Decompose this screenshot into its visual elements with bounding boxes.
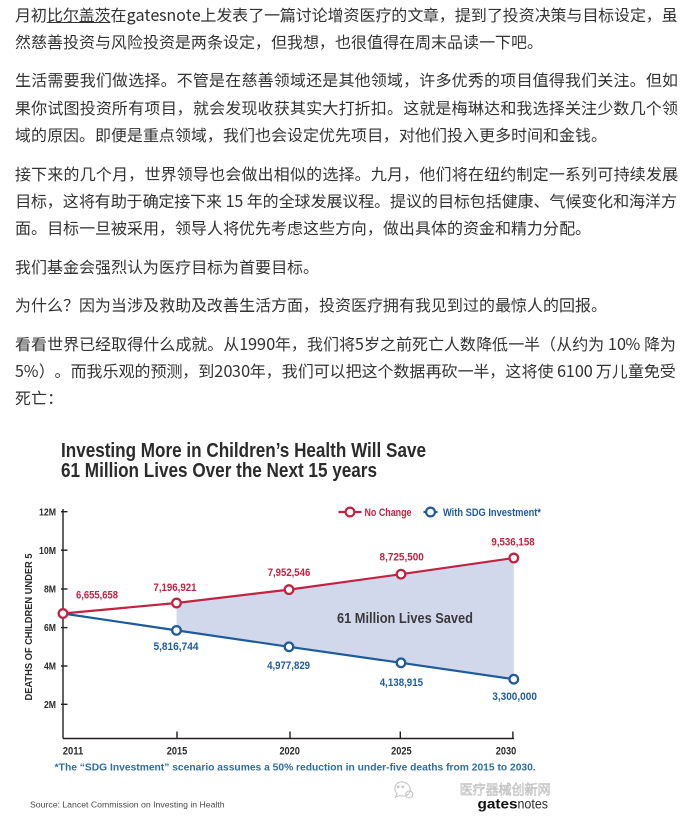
svg-text:2015: 2015 bbox=[167, 746, 188, 758]
svg-text:61 Million Lives Saved: 61 Million Lives Saved bbox=[337, 611, 473, 627]
svg-text:8M: 8M bbox=[44, 584, 56, 596]
svg-text:2020: 2020 bbox=[279, 746, 300, 758]
svg-text:2011: 2011 bbox=[63, 746, 84, 758]
svg-text:6,655,658: 6,655,658 bbox=[76, 590, 118, 602]
svg-text:4,977,829: 4,977,829 bbox=[267, 660, 310, 672]
svg-text:5,816,744: 5,816,744 bbox=[154, 641, 200, 653]
svg-text:Investing More in Children’s H: Investing More in Children’s Health Will… bbox=[61, 440, 426, 462]
svg-text:2030: 2030 bbox=[496, 746, 517, 758]
svg-text:3,300,000: 3,300,000 bbox=[492, 691, 537, 703]
svg-text:2M: 2M bbox=[44, 699, 56, 711]
svg-text:61 Million Lives Over the Next: 61 Million Lives Over the Next 15 years bbox=[61, 460, 377, 482]
svg-text:gates: gates bbox=[478, 797, 518, 813]
svg-text:8,725,500: 8,725,500 bbox=[380, 551, 424, 563]
svg-text:notes: notes bbox=[518, 797, 549, 813]
svg-text:9,536,158: 9,536,158 bbox=[491, 536, 534, 548]
svg-text:Source: Lancet Commission on I: Source: Lancet Commission on Investing i… bbox=[30, 800, 225, 810]
svg-text:2025: 2025 bbox=[391, 746, 412, 758]
svg-text:No Change: No Change bbox=[365, 507, 412, 519]
svg-text:4M: 4M bbox=[44, 661, 56, 673]
svg-text:7,196,921: 7,196,921 bbox=[154, 582, 197, 594]
svg-text:6M: 6M bbox=[44, 622, 56, 634]
svg-text:*The “SDG Investment” scenario: *The “SDG Investment” scenario assumes a… bbox=[55, 763, 536, 774]
svg-text:10M: 10M bbox=[39, 545, 56, 557]
svg-text:4,138,915: 4,138,915 bbox=[380, 677, 423, 689]
svg-text:With SDG Investment*: With SDG Investment* bbox=[443, 507, 542, 519]
svg-text:医疗器械创新网: 医疗器械创新网 bbox=[460, 780, 551, 800]
svg-text:DEATHS OF CHILDREN UNDER 5: DEATHS OF CHILDREN UNDER 5 bbox=[23, 553, 35, 700]
svg-text:7,952,546: 7,952,546 bbox=[268, 567, 311, 579]
svg-text:12M: 12M bbox=[39, 506, 56, 518]
